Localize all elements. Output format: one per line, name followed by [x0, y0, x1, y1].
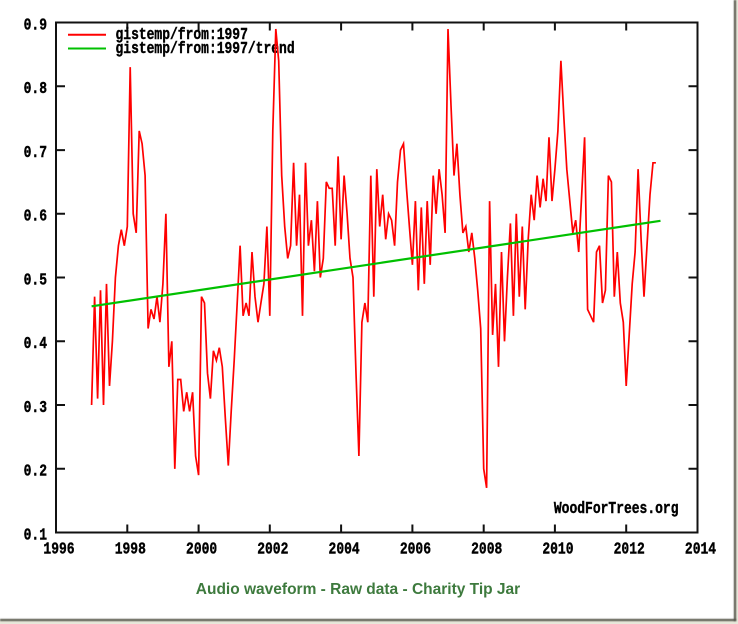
- svg-text:0.9: 0.9: [24, 17, 47, 35]
- svg-text:1996: 1996: [43, 541, 74, 559]
- svg-text:2002: 2002: [257, 541, 288, 559]
- svg-text:2010: 2010: [542, 541, 573, 559]
- svg-text:0.6: 0.6: [24, 208, 47, 226]
- svg-text:0.8: 0.8: [24, 81, 47, 99]
- svg-text:2012: 2012: [614, 541, 645, 559]
- svg-text:gistemp/from:1997/trend: gistemp/from:1997/trend: [116, 41, 295, 59]
- svg-text:Audio waveform - Raw data - Ch: Audio waveform - Raw data - Charity Tip …: [196, 581, 520, 598]
- svg-text:0.2: 0.2: [24, 463, 47, 481]
- svg-text:WoodForTrees.org: WoodForTrees.org: [554, 501, 679, 519]
- svg-text:2006: 2006: [400, 541, 431, 559]
- svg-text:1998: 1998: [115, 541, 146, 559]
- svg-text:0.5: 0.5: [24, 272, 47, 290]
- svg-text:2000: 2000: [186, 541, 217, 559]
- svg-text:0.1: 0.1: [24, 527, 47, 545]
- svg-text:0.3: 0.3: [24, 400, 47, 418]
- svg-text:2008: 2008: [471, 541, 502, 559]
- svg-text:2014: 2014: [685, 541, 716, 559]
- svg-text:0.7: 0.7: [24, 145, 47, 163]
- svg-text:gistemp/from:1997: gistemp/from:1997: [116, 27, 248, 45]
- svg-text:0.4: 0.4: [24, 336, 47, 354]
- svg-text:2004: 2004: [329, 541, 360, 559]
